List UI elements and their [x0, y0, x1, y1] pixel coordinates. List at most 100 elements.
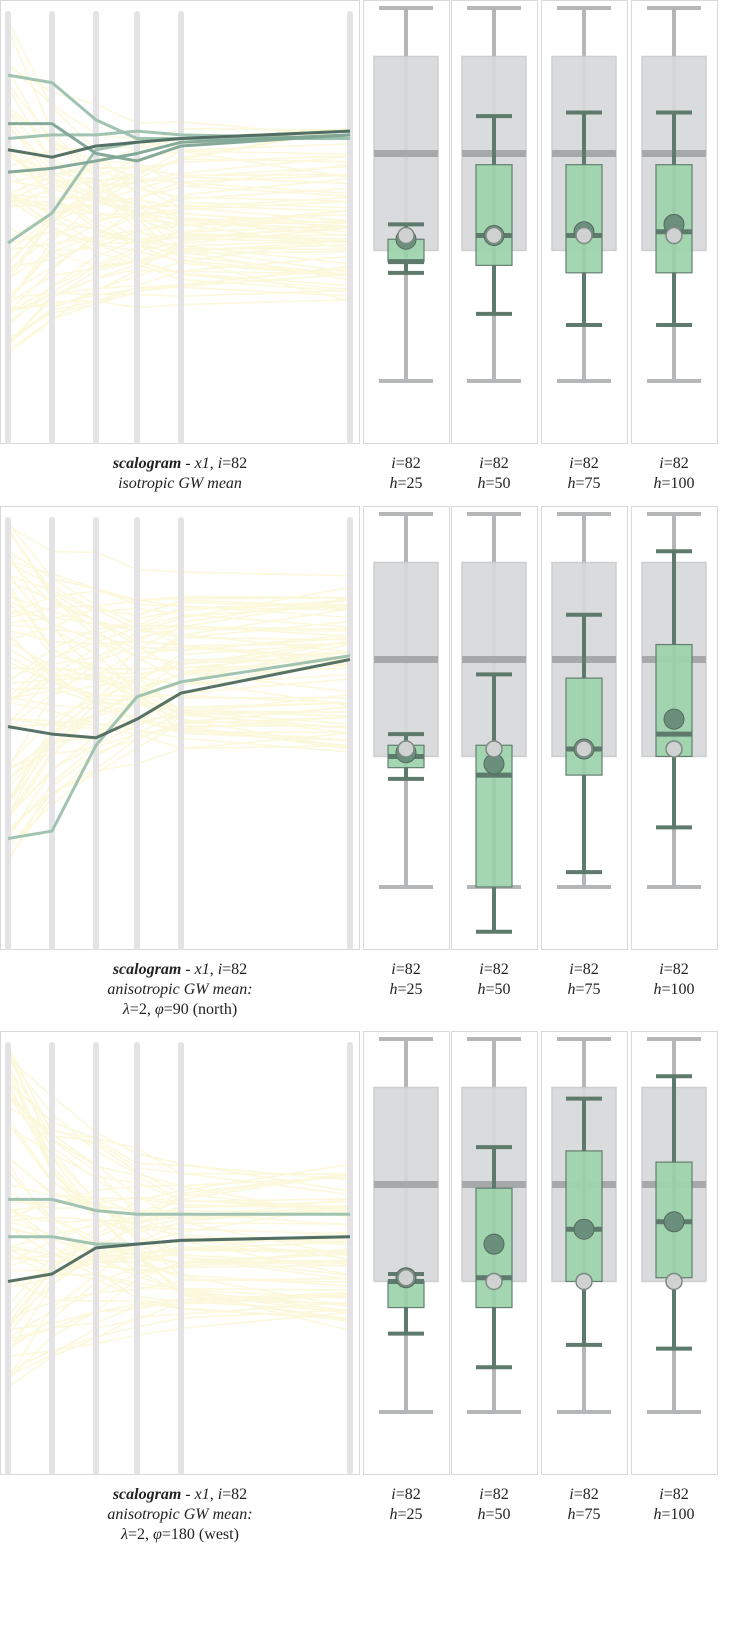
- background-line: [7, 599, 351, 665]
- background-line: [7, 209, 351, 295]
- panel-caption-h: h=100: [653, 981, 694, 998]
- background-line: [7, 148, 351, 276]
- parallel-coordinates-panel: [0, 0, 360, 444]
- panel-caption-i: i=82: [659, 961, 688, 978]
- background-line: [7, 1226, 351, 1299]
- background-line: [7, 1293, 351, 1377]
- panel-caption-i: i=82: [391, 1486, 420, 1503]
- panel-caption-i: i=82: [391, 455, 420, 472]
- parallel-coordinates-panel: [0, 1031, 360, 1475]
- background-line: [7, 19, 351, 250]
- background-line: [7, 629, 351, 647]
- background-line: [7, 1173, 351, 1325]
- background-line: [7, 28, 351, 302]
- background-line: [7, 270, 351, 314]
- background-line: [7, 83, 351, 222]
- mean-dot: [573, 1218, 595, 1240]
- background-line: [7, 127, 351, 168]
- observed-value-dot: [485, 1272, 503, 1291]
- background-line: [7, 213, 351, 280]
- background-line: [7, 529, 351, 707]
- observed-value-dot: [485, 226, 503, 245]
- box: [565, 677, 603, 776]
- panel-caption-i: i=82: [479, 1486, 508, 1503]
- background-line: [7, 635, 351, 742]
- background-line: [7, 604, 351, 699]
- background-line: [7, 1205, 351, 1263]
- background-line: [7, 551, 351, 734]
- background-line: [7, 178, 351, 313]
- background-line: [7, 582, 351, 750]
- highlight-line: [7, 133, 351, 174]
- boxplot-panel-1: i=82 h=25: [363, 0, 450, 492]
- panel-caption-h: h=75: [567, 981, 600, 998]
- highlight-line: [7, 129, 351, 141]
- boxplot-panel-1: i=82 h=25: [363, 1031, 450, 1523]
- background-line: [7, 1209, 351, 1223]
- background-line: [7, 705, 351, 834]
- background-line: [7, 607, 351, 816]
- boxplot-panel-3: i=82 h=75: [541, 506, 628, 998]
- box: [565, 164, 603, 274]
- panel-caption-h: h=25: [389, 475, 422, 492]
- background-line: [7, 298, 351, 313]
- background-line: [7, 732, 351, 847]
- background-line: [7, 1230, 351, 1351]
- background-line: [7, 143, 351, 282]
- background-line: [7, 1256, 351, 1273]
- panel-caption-h: h=25: [389, 1506, 422, 1523]
- background-line: [7, 166, 351, 183]
- background-line: [7, 1176, 351, 1212]
- background-line: [7, 1311, 351, 1373]
- background-line: [7, 1081, 351, 1320]
- background-line: [7, 528, 351, 693]
- observed-value-dot: [485, 740, 503, 758]
- background-line: [7, 267, 351, 345]
- background-line: [7, 1294, 351, 1341]
- background-line: [7, 176, 351, 208]
- background-line: [7, 1057, 351, 1219]
- panel-caption-h: h=50: [477, 1506, 510, 1523]
- background-line: [7, 1237, 351, 1285]
- panel-caption-i: i=82: [569, 961, 598, 978]
- row-caption-params: λ=2, φ=90 (north): [122, 1001, 237, 1018]
- box: [655, 643, 693, 758]
- background-line: [7, 111, 351, 240]
- panel-caption-i: i=82: [479, 455, 508, 472]
- background-line: [7, 128, 351, 276]
- background-line: [7, 639, 351, 840]
- observed-value-dot: [665, 226, 683, 245]
- highlight-line: [7, 654, 351, 840]
- background-line: [7, 590, 351, 617]
- observed-value-dot: [397, 740, 415, 758]
- panel-caption-h: h=50: [477, 981, 510, 998]
- background-line: [7, 63, 351, 179]
- highlight-line: [7, 129, 351, 159]
- background-line: [7, 1257, 351, 1272]
- boxplot-panel-3: i=82 h=75: [541, 0, 628, 492]
- background-line: [7, 527, 351, 726]
- boxplot-panel-2: i=82 h=50: [451, 506, 538, 998]
- background-line: [7, 1106, 351, 1181]
- background-line: [7, 1253, 351, 1291]
- background-line: [7, 1094, 351, 1196]
- highlight-line: [7, 657, 351, 740]
- background-line: [7, 1173, 351, 1330]
- row-caption-title: scalogram - x1, i=82: [112, 961, 247, 978]
- panel-caption-i: i=82: [659, 1486, 688, 1503]
- background-line: [7, 1163, 351, 1307]
- background-line: [7, 273, 351, 340]
- background-line: [7, 632, 351, 742]
- mean-dot: [663, 1211, 685, 1233]
- boxplot-panel-3: i=82 h=75: [541, 1031, 628, 1523]
- highlight-line: [8, 1197, 350, 1216]
- panel-caption-i: i=82: [479, 961, 508, 978]
- background-line: [7, 524, 351, 577]
- box: [475, 164, 513, 266]
- background-line: [7, 660, 351, 729]
- background-line: [7, 106, 351, 209]
- background-line: [7, 601, 351, 619]
- background-line: [7, 718, 351, 750]
- chart-row-2: i=82 h=25 i=82 h=50 i=82 h=75 i=82 h=100 scalogr…: [0, 506, 718, 1018]
- background-line: [7, 1206, 351, 1326]
